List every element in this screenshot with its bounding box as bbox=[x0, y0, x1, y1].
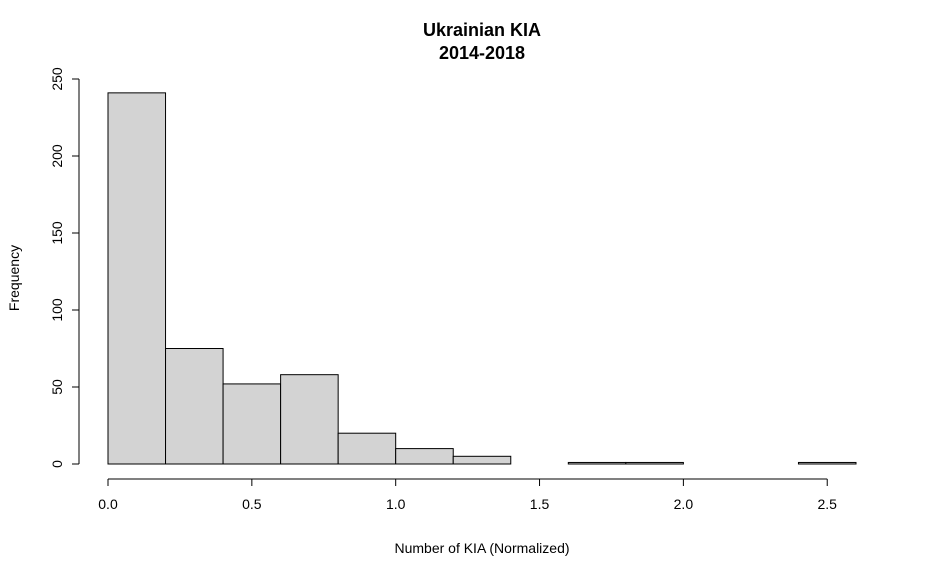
y-tick-label: 0 bbox=[49, 460, 65, 468]
histogram-bar bbox=[797, 461, 857, 465]
histogram-bar bbox=[395, 448, 454, 465]
y-tick-label: 100 bbox=[49, 298, 65, 322]
x-tick-label: 0.0 bbox=[98, 496, 118, 512]
x-tick-label: 0.5 bbox=[242, 496, 262, 512]
x-tick-label: 2.0 bbox=[674, 496, 694, 512]
histogram-bar bbox=[452, 455, 512, 465]
y-axis: 0 50 100 150 200 250 bbox=[49, 67, 80, 468]
x-axis-label: Number of KIA (Normalized) bbox=[394, 540, 569, 556]
chart-subtitle: 2014-2018 bbox=[439, 43, 525, 63]
y-tick-label: 200 bbox=[49, 144, 65, 168]
y-axis-label: Frequency bbox=[6, 245, 22, 311]
y-tick-label: 150 bbox=[49, 221, 65, 245]
histogram-bar bbox=[165, 348, 224, 465]
histogram-bar bbox=[107, 92, 167, 465]
x-tick-label: 1.5 bbox=[530, 496, 550, 512]
histogram-bar bbox=[337, 432, 397, 465]
histogram-bar bbox=[625, 461, 684, 465]
histogram-bar bbox=[222, 383, 282, 465]
y-tick-label: 250 bbox=[49, 67, 65, 91]
bars-group bbox=[107, 92, 857, 465]
x-tick-label: 1.0 bbox=[386, 496, 406, 512]
y-tick-label: 50 bbox=[49, 379, 65, 395]
histogram-bar bbox=[280, 374, 339, 465]
histogram-bar bbox=[567, 461, 627, 465]
x-tick-label: 2.5 bbox=[817, 496, 837, 512]
x-axis: 0.0 0.5 1.0 1.5 2.0 2.5 bbox=[98, 478, 837, 512]
chart-title: Ukrainian KIA bbox=[423, 20, 541, 40]
